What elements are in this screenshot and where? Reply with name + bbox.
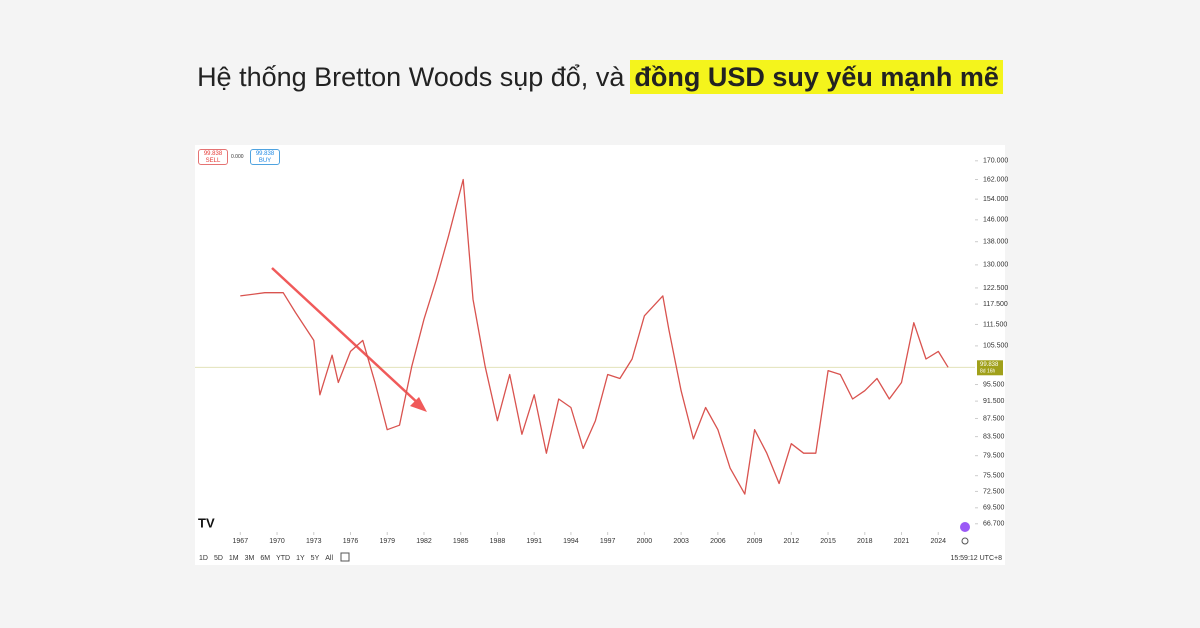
- y-tick-label: 91.500: [983, 398, 1005, 405]
- x-tick-label: 2018: [857, 538, 873, 545]
- range-button[interactable]: 1Y: [296, 555, 305, 562]
- x-tick-label: 2015: [820, 538, 836, 545]
- y-tick-label: 138.000: [983, 239, 1008, 246]
- range-button[interactable]: 6M: [260, 555, 270, 562]
- x-tick-label: 1973: [306, 538, 322, 545]
- x-tick-label: 1991: [526, 538, 542, 545]
- y-tick-label: 146.000: [983, 217, 1008, 224]
- buy-button[interactable]: 99.838 BUY: [250, 149, 280, 165]
- flash-icon[interactable]: [960, 522, 970, 532]
- arrow-head: [410, 397, 427, 412]
- x-tick-label: 1976: [343, 538, 359, 545]
- clock: 15:59:12 UTC+8: [950, 555, 1002, 562]
- range-button[interactable]: 3M: [245, 555, 255, 562]
- y-tick-label: 95.500: [983, 381, 1005, 388]
- sell-price: 99.838: [203, 151, 223, 157]
- y-tick-label: 75.500: [983, 473, 1005, 480]
- x-tick-label: 1970: [269, 538, 285, 545]
- x-tick-label: 1997: [600, 538, 616, 545]
- range-button[interactable]: YTD: [276, 555, 290, 562]
- sell-label: SELL: [205, 158, 221, 164]
- y-tick-label: 154.000: [983, 196, 1008, 203]
- range-button[interactable]: 1D: [199, 555, 208, 562]
- y-tick-label: 66.700: [983, 521, 1005, 528]
- y-tick-label: 170.000: [983, 158, 1008, 165]
- countdown: 8d 16h: [980, 369, 996, 375]
- buy-price: 99.838: [255, 151, 275, 157]
- x-tick-label: 2009: [747, 538, 763, 545]
- y-tick-label: 130.000: [983, 262, 1008, 269]
- y-tick-label: 122.500: [983, 285, 1008, 292]
- logo: TV: [198, 515, 215, 530]
- price-line: [240, 178, 949, 495]
- x-tick-label: 1982: [416, 538, 432, 545]
- last-price-label: 99.838: [980, 362, 999, 368]
- x-tick-label: 1967: [233, 538, 249, 545]
- title: Hệ thống Bretton Woods sụp đổ, và: [197, 62, 625, 92]
- settings-icon[interactable]: [961, 537, 969, 545]
- x-tick-label: 1994: [563, 538, 579, 545]
- title-highlight: đồng USD suy yếu mạnh mẽ: [630, 60, 1003, 94]
- y-tick-label: 117.500: [983, 301, 1008, 308]
- y-tick-label: 72.500: [983, 488, 1005, 495]
- x-tick-label: 1985: [453, 538, 469, 545]
- x-tick-label: 2021: [894, 538, 910, 545]
- x-tick-label: 2000: [637, 538, 653, 545]
- buy-label: BUY: [258, 158, 272, 164]
- x-tick-label: 2012: [784, 538, 800, 545]
- x-tick-label: 2006: [710, 538, 726, 545]
- y-tick-label: 79.500: [983, 453, 1005, 460]
- range-button[interactable]: 1M: [229, 555, 239, 562]
- range-button[interactable]: 5Y: [311, 555, 320, 562]
- x-tick-label: 2024: [930, 538, 946, 545]
- y-tick-label: 87.500: [983, 415, 1005, 422]
- y-tick-label: 105.500: [983, 343, 1008, 350]
- chart-panel: [195, 145, 1005, 565]
- y-tick-label: 162.000: [983, 176, 1008, 183]
- range-button[interactable]: 5D: [214, 555, 223, 562]
- x-tick-label: 1979: [379, 538, 395, 545]
- y-tick-label: 83.500: [983, 433, 1005, 440]
- y-tick-label: 111.500: [983, 321, 1007, 328]
- x-tick-label: 2003: [673, 538, 689, 545]
- spread: 0.000: [231, 154, 244, 160]
- range-button[interactable]: All: [325, 555, 333, 562]
- last-price-tag: [977, 360, 1003, 376]
- title-block: Hệ thống Bretton Woods sụp đổ, và đồng US…: [0, 60, 1200, 94]
- calendar-icon[interactable]: [340, 552, 350, 562]
- sell-button[interactable]: 99.838 SELL: [198, 149, 228, 165]
- arrow: [271, 267, 421, 406]
- x-tick-label: 1988: [490, 538, 506, 545]
- y-tick-label: 69.500: [983, 505, 1005, 512]
